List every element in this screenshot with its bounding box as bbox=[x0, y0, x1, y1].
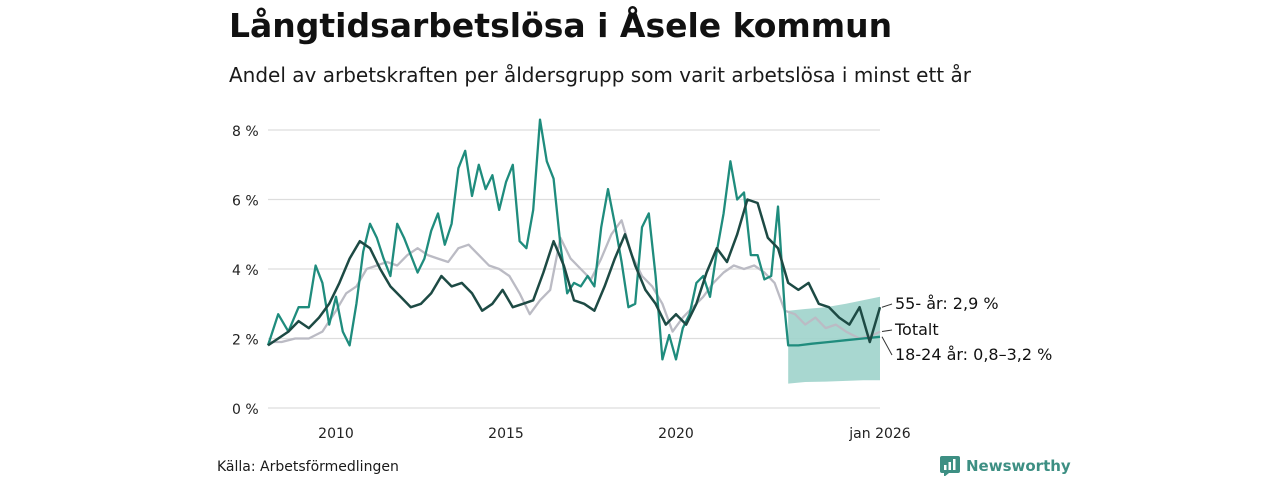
y-tick-label: 0 % bbox=[232, 402, 259, 418]
y-tick-label: 4 % bbox=[232, 263, 259, 279]
leader-line bbox=[881, 336, 893, 356]
series-line-55 bbox=[267, 198, 882, 347]
end-label-55: 55- år: 2,9 % bbox=[895, 294, 999, 313]
x-tick-label: 2020 bbox=[658, 426, 694, 442]
series-line-18-24 bbox=[266, 118, 881, 361]
brand-name: Newsworthy bbox=[966, 457, 1071, 475]
chart-subtitle: Andel av arbetskraften per åldersgrupp s… bbox=[229, 63, 971, 87]
y-tick-label: 8 % bbox=[232, 124, 259, 140]
source-note: Källa: Arbetsförmedlingen bbox=[217, 459, 399, 475]
series-line-totalt bbox=[268, 219, 881, 344]
forecast-band bbox=[788, 296, 880, 384]
brand-logo: Newsworthy bbox=[940, 456, 1071, 476]
end-label-18-24: 18-24 år: 0,8–3,2 % bbox=[895, 345, 1052, 364]
leader-line bbox=[881, 303, 893, 308]
chart-logo-icon bbox=[940, 456, 960, 476]
chart-title: Långtidsarbetslösa i Åsele kommun bbox=[229, 6, 893, 45]
y-tick-label: 6 % bbox=[232, 194, 259, 210]
x-tick-label: 2010 bbox=[318, 426, 354, 442]
x-tick-label: jan 2026 bbox=[848, 426, 911, 442]
x-tick-label: 2015 bbox=[488, 426, 524, 442]
y-tick-label: 2 % bbox=[232, 333, 259, 349]
end-label-totalt: Totalt bbox=[894, 320, 939, 339]
leader-line bbox=[881, 329, 893, 333]
